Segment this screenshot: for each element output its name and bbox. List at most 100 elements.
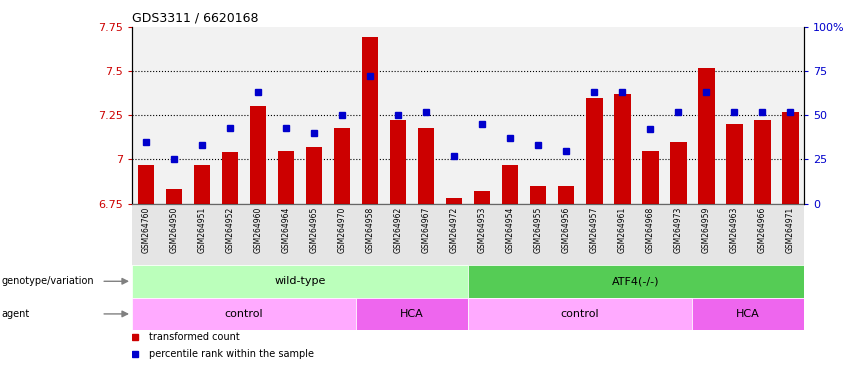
Bar bbox=[165, 189, 182, 204]
Bar bbox=[720, 27, 748, 204]
Text: GSM264971: GSM264971 bbox=[785, 207, 795, 253]
Bar bbox=[132, 204, 160, 265]
Text: percentile rank within the sample: percentile rank within the sample bbox=[149, 349, 314, 359]
Bar bbox=[362, 38, 379, 204]
Bar bbox=[754, 121, 771, 204]
Text: GSM264962: GSM264962 bbox=[393, 207, 403, 253]
Bar bbox=[748, 204, 776, 265]
Text: GSM264965: GSM264965 bbox=[310, 207, 318, 253]
Bar bbox=[664, 204, 692, 265]
Bar bbox=[552, 27, 580, 204]
Bar bbox=[300, 204, 328, 265]
Text: GSM264952: GSM264952 bbox=[226, 207, 234, 253]
Text: HCA: HCA bbox=[400, 309, 424, 319]
Bar bbox=[614, 94, 631, 204]
Text: control: control bbox=[225, 309, 263, 319]
Bar bbox=[552, 204, 580, 265]
Bar bbox=[782, 112, 798, 204]
Bar bbox=[524, 204, 552, 265]
Bar bbox=[524, 27, 552, 204]
Text: GSM264973: GSM264973 bbox=[674, 207, 683, 253]
Text: control: control bbox=[561, 309, 599, 319]
Bar bbox=[557, 186, 574, 204]
Text: GSM264961: GSM264961 bbox=[618, 207, 626, 253]
Bar bbox=[636, 27, 664, 204]
Text: GSM264951: GSM264951 bbox=[197, 207, 207, 253]
Bar bbox=[328, 27, 356, 204]
Bar bbox=[356, 298, 468, 330]
Text: agent: agent bbox=[2, 309, 30, 319]
Text: transformed count: transformed count bbox=[149, 333, 239, 343]
Text: GSM264956: GSM264956 bbox=[562, 207, 570, 253]
Text: GSM264968: GSM264968 bbox=[646, 207, 654, 253]
Text: GSM264950: GSM264950 bbox=[169, 207, 179, 253]
Bar bbox=[272, 27, 300, 204]
Bar bbox=[468, 204, 496, 265]
Text: GSM264972: GSM264972 bbox=[449, 207, 459, 253]
Bar bbox=[692, 298, 804, 330]
Bar bbox=[468, 265, 804, 298]
Bar bbox=[216, 204, 244, 265]
Text: GSM264966: GSM264966 bbox=[757, 207, 767, 253]
Bar bbox=[249, 106, 266, 204]
Bar bbox=[221, 152, 238, 204]
Bar bbox=[390, 121, 407, 204]
Bar bbox=[664, 27, 692, 204]
Bar bbox=[642, 151, 659, 204]
Bar bbox=[474, 191, 490, 204]
Bar bbox=[670, 142, 687, 204]
Bar bbox=[188, 27, 216, 204]
Text: GSM264955: GSM264955 bbox=[534, 207, 543, 253]
Text: GSM264954: GSM264954 bbox=[505, 207, 515, 253]
Bar bbox=[496, 27, 524, 204]
Bar bbox=[244, 204, 272, 265]
Bar bbox=[468, 298, 692, 330]
Bar bbox=[720, 204, 748, 265]
Bar bbox=[216, 27, 244, 204]
Bar bbox=[501, 165, 518, 204]
Bar bbox=[776, 204, 804, 265]
Bar bbox=[446, 198, 462, 204]
Bar bbox=[529, 186, 546, 204]
Bar bbox=[193, 165, 210, 204]
Text: GSM264964: GSM264964 bbox=[282, 207, 290, 253]
Text: wild-type: wild-type bbox=[274, 276, 326, 286]
Bar bbox=[277, 151, 294, 204]
Text: GSM264957: GSM264957 bbox=[590, 207, 598, 253]
Bar bbox=[580, 27, 608, 204]
Bar bbox=[356, 204, 384, 265]
Bar bbox=[698, 68, 715, 204]
Bar bbox=[496, 204, 524, 265]
Bar bbox=[132, 265, 468, 298]
Text: genotype/variation: genotype/variation bbox=[2, 276, 94, 286]
Bar bbox=[160, 204, 188, 265]
Bar bbox=[334, 127, 351, 204]
Text: GSM264967: GSM264967 bbox=[421, 207, 431, 253]
Text: ATF4(-/-): ATF4(-/-) bbox=[613, 276, 660, 286]
Bar bbox=[328, 204, 356, 265]
Text: GSM264959: GSM264959 bbox=[702, 207, 711, 253]
Bar bbox=[692, 204, 720, 265]
Bar bbox=[306, 147, 323, 204]
Text: GDS3311 / 6620168: GDS3311 / 6620168 bbox=[132, 12, 259, 25]
Bar bbox=[138, 165, 154, 204]
Bar bbox=[384, 27, 412, 204]
Bar bbox=[748, 27, 776, 204]
Bar bbox=[160, 27, 188, 204]
Bar bbox=[608, 204, 636, 265]
Bar bbox=[244, 27, 272, 204]
Bar bbox=[132, 27, 160, 204]
Bar bbox=[188, 204, 216, 265]
Bar bbox=[580, 204, 608, 265]
Text: GSM264958: GSM264958 bbox=[366, 207, 374, 253]
Text: GSM264960: GSM264960 bbox=[254, 207, 262, 253]
Bar bbox=[384, 204, 412, 265]
Bar bbox=[418, 127, 434, 204]
Bar bbox=[412, 204, 440, 265]
Bar bbox=[468, 27, 496, 204]
Bar bbox=[726, 124, 743, 204]
Text: GSM264760: GSM264760 bbox=[141, 207, 151, 253]
Bar bbox=[356, 27, 384, 204]
Bar bbox=[132, 298, 356, 330]
Bar bbox=[440, 204, 468, 265]
